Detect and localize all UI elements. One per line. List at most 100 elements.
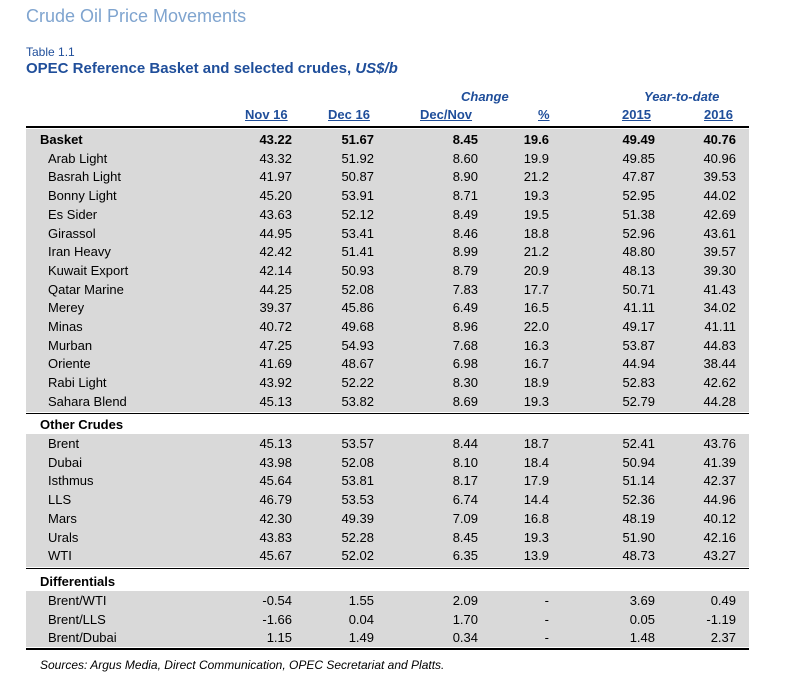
change-value: 0.34 xyxy=(452,630,478,646)
dec16-value: 0.04 xyxy=(348,611,374,627)
change-value: 8.10 xyxy=(452,454,478,470)
crude-name: Minas xyxy=(48,319,83,334)
dec16-value: 53.81 xyxy=(341,473,374,489)
crude-name: Kuwait Export xyxy=(48,262,129,278)
header-nov16: Nov 16 xyxy=(245,107,288,122)
nov16-value: -0.54 xyxy=(262,593,292,608)
crude-name: Brent xyxy=(48,436,80,451)
ytd2015-value: 50.71 xyxy=(622,281,655,297)
nov16-value: 43.98 xyxy=(259,454,292,470)
dec16-value: 49.39 xyxy=(341,510,374,526)
change-value: 8.45 xyxy=(452,529,478,545)
ytd2015-value: 49.85 xyxy=(622,150,655,166)
nov16-value: 1.15 xyxy=(266,630,292,646)
table-row: Es Sider 43.63 52.12 8.49 19.5 51.38 42.69 xyxy=(0,206,789,225)
ytd2016-value: 39.53 xyxy=(703,169,736,185)
table-row: Merey 39.37 45.86 6.49 16.5 41.11 34.02 xyxy=(0,299,789,318)
crude-name: WTI xyxy=(48,548,72,564)
pct-value: 16.3 xyxy=(523,337,549,353)
pct-value: 16.5 xyxy=(523,300,549,316)
crude-name: Urals xyxy=(48,529,79,545)
crude-name: Rabi Light xyxy=(48,375,107,391)
nov16-value: 42.30 xyxy=(259,510,292,526)
ytd2016-value: 43.27 xyxy=(703,548,736,564)
crude-name: Bonny Light xyxy=(48,188,117,204)
header-change: Change xyxy=(461,89,509,104)
ytd2015-value: 49.49 xyxy=(622,132,655,147)
dec16-value: 53.41 xyxy=(341,225,374,241)
ytd2015-value: 52.79 xyxy=(622,393,655,409)
pct-value: 18.4 xyxy=(523,454,549,470)
nov16-value: -1.66 xyxy=(262,611,292,627)
nov16-value: 40.72 xyxy=(259,319,292,334)
table-row: Kuwait Export 42.14 50.93 8.79 20.9 48.13 39.3… xyxy=(0,262,789,281)
ytd2016-value: 44.96 xyxy=(703,492,736,508)
nov16-value: 45.64 xyxy=(259,473,292,489)
ytd2015-value: 52.83 xyxy=(622,375,655,391)
change-value: 6.35 xyxy=(452,548,478,564)
nov16-value: 45.13 xyxy=(259,436,292,451)
table-row: Urals 43.83 52.28 8.45 19.3 51.90 42.16 xyxy=(0,529,789,548)
ytd2016-value: 0.49 xyxy=(710,593,736,608)
other-crudes-title: Other Crudes xyxy=(40,417,124,432)
pct-value: 16.7 xyxy=(523,356,549,372)
ytd2015-value: 3.69 xyxy=(629,593,655,608)
dec16-value: 52.08 xyxy=(341,281,374,297)
table-row: Dubai 43.98 52.08 8.10 18.4 50.94 41.39 xyxy=(0,454,789,473)
table-row: Brent/LLS -1.66 0.04 1.70 - 0.05 -1.19 xyxy=(0,611,789,630)
table-row: Sahara Blend 45.13 53.82 8.69 19.3 52.79 44.28 xyxy=(0,393,789,412)
table-row: Brent 45.13 53.57 8.44 18.7 52.41 43.76 xyxy=(0,435,789,454)
change-value: 8.60 xyxy=(452,150,478,166)
ytd2016-value: 43.76 xyxy=(703,436,736,451)
table-row: Minas 40.72 49.68 8.96 22.0 49.17 41.11 xyxy=(0,318,789,337)
ytd2016-value: 39.30 xyxy=(703,262,736,278)
differentials-title: Differentials xyxy=(40,574,116,589)
dec16-value: 52.28 xyxy=(341,529,374,545)
section-title: Crude Oil Price Movements xyxy=(26,6,247,26)
pct-value: 18.7 xyxy=(523,436,549,451)
dec16-value: 45.86 xyxy=(341,300,374,316)
nov16-value: 46.79 xyxy=(259,492,292,508)
change-value: 8.46 xyxy=(452,225,478,241)
change-value: 6.74 xyxy=(452,492,478,508)
table-row: Bonny Light 45.20 53.91 8.71 19.3 52.95 44.02 xyxy=(0,187,789,206)
pct-value: 18.8 xyxy=(523,225,549,241)
ytd2015-value: 51.38 xyxy=(622,206,655,222)
ytd2015-value: 0.05 xyxy=(629,611,655,627)
dec16-value: 49.68 xyxy=(341,319,374,334)
basket-total-row: Basket 43.22 51.67 8.45 19.6 49.49 40.76 xyxy=(0,131,789,150)
crude-name: Murban xyxy=(48,337,93,353)
ytd2015-value: 48.80 xyxy=(622,244,655,260)
ytd2016-value: 39.57 xyxy=(703,244,736,260)
crude-name: Qatar Marine xyxy=(48,281,124,297)
table-number: Table 1.1 xyxy=(26,45,75,59)
ytd2015-value: 48.73 xyxy=(622,548,655,564)
divider-1 xyxy=(26,413,749,414)
ytd2016-value: 42.69 xyxy=(703,206,736,222)
crude-name: Merey xyxy=(48,300,85,316)
table-row: Qatar Marine 44.25 52.08 7.83 17.7 50.71 41.43 xyxy=(0,281,789,300)
header-2015: 2015 xyxy=(622,107,651,122)
ytd2015-value: 44.94 xyxy=(622,356,655,372)
bottom-rule xyxy=(26,648,749,650)
ytd2015-value: 53.87 xyxy=(622,337,655,353)
ytd2015-value: 41.11 xyxy=(623,300,655,316)
crude-name: Oriente xyxy=(48,356,91,372)
dec16-value: 52.22 xyxy=(341,375,374,391)
change-value: 8.49 xyxy=(452,206,478,222)
nov16-value: 44.25 xyxy=(259,281,292,297)
dec16-value: 52.12 xyxy=(341,206,374,222)
nov16-value: 47.25 xyxy=(259,337,292,353)
table-row: Arab Light 43.32 51.92 8.60 19.9 49.85 40.96 xyxy=(0,150,789,169)
crude-name: Basket xyxy=(40,132,83,147)
dec16-value: 51.92 xyxy=(341,150,374,166)
table-title: OPEC Reference Basket and selected crude… xyxy=(26,60,398,77)
ytd2016-value: 44.02 xyxy=(703,188,736,204)
ytd2015-value: 51.90 xyxy=(622,529,655,545)
crude-name: LLS xyxy=(48,492,72,508)
ytd2016-value: 40.96 xyxy=(703,150,736,166)
pct-value: 17.9 xyxy=(523,473,549,489)
change-value: 7.68 xyxy=(452,337,478,353)
ytd2016-value: 44.83 xyxy=(703,337,736,353)
nov16-value: 39.37 xyxy=(259,300,292,316)
